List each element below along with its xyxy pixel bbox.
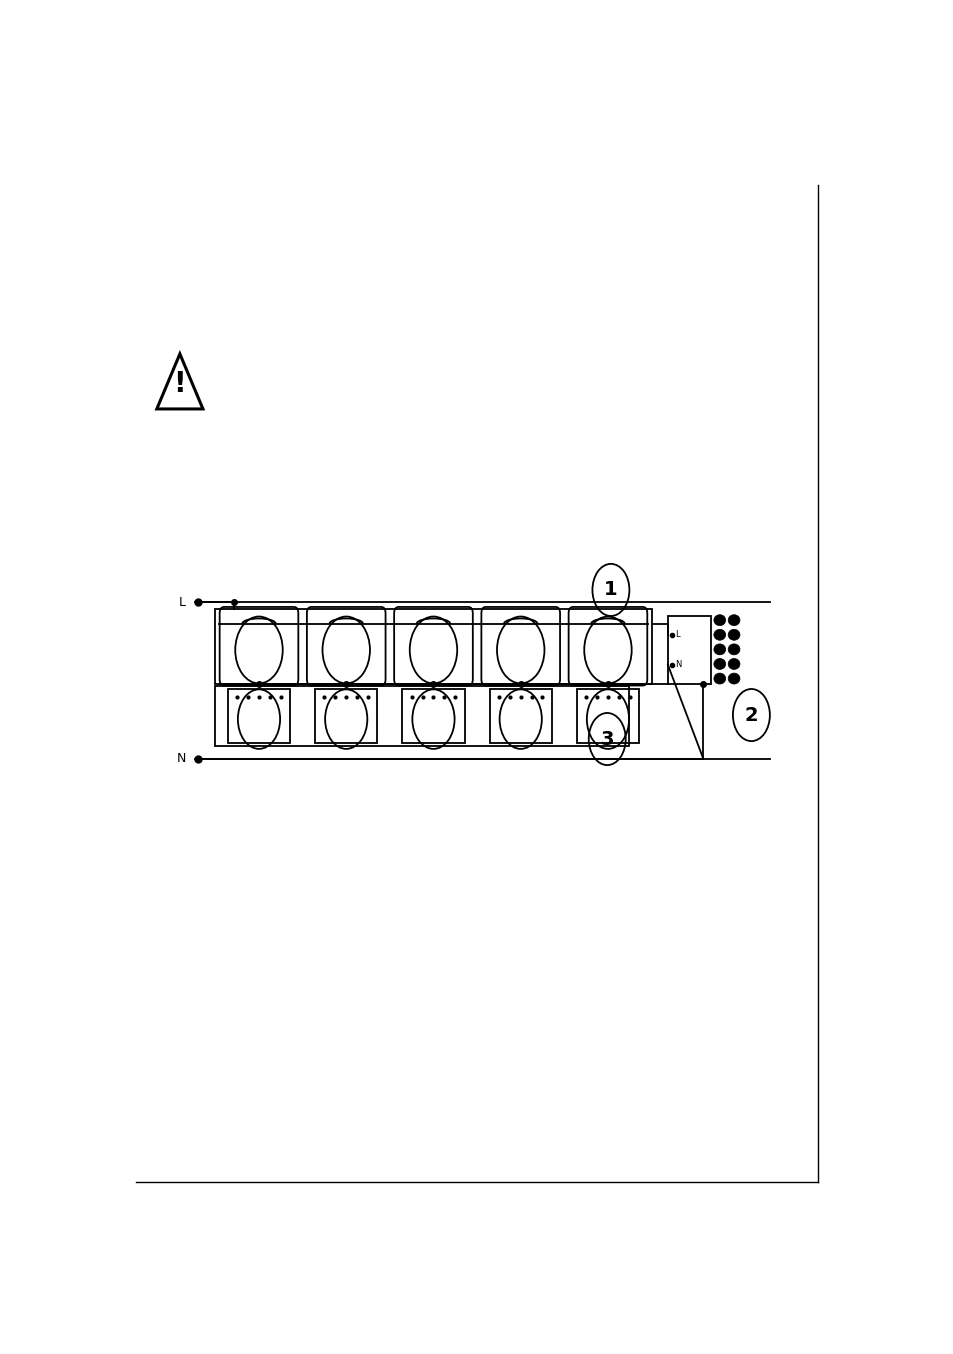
Text: 2: 2 [743,705,758,724]
Text: L: L [675,631,679,639]
Text: 1: 1 [603,581,618,600]
Bar [577,689,639,743]
Ellipse shape [727,645,740,655]
Bar [314,689,376,743]
Ellipse shape [727,615,740,626]
Bar [489,689,551,743]
Bar [215,686,629,746]
Ellipse shape [727,673,740,684]
Ellipse shape [713,673,725,684]
Text: 3: 3 [599,730,614,749]
Text: N: N [675,661,680,669]
Ellipse shape [713,658,725,669]
Ellipse shape [713,615,725,626]
Ellipse shape [727,658,740,669]
Ellipse shape [713,645,725,655]
Bar [228,689,290,743]
Ellipse shape [727,630,740,640]
Text: N: N [176,753,186,765]
Bar [215,609,651,684]
Ellipse shape [713,630,725,640]
Text: !: ! [173,370,186,398]
Text: L: L [178,596,186,609]
Bar [402,689,464,743]
Bar [667,616,710,684]
